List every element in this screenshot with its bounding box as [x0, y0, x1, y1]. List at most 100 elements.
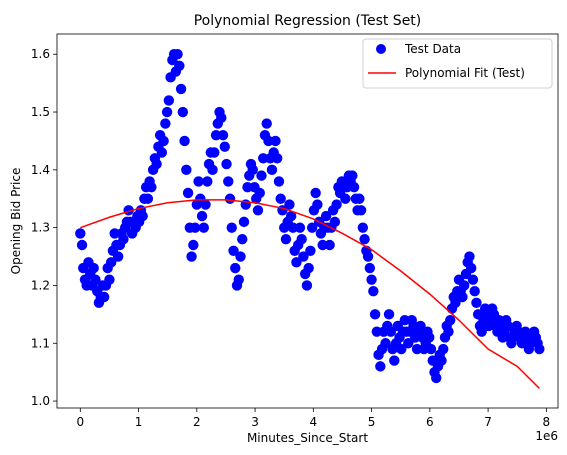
test-data-point	[233, 274, 244, 285]
test-data-point	[112, 251, 124, 262]
test-data-point	[105, 257, 117, 268]
test-data-point	[161, 106, 173, 118]
test-data-point	[303, 262, 314, 274]
test-data-point	[174, 60, 185, 71]
test-data-point	[396, 343, 407, 355]
test-data-point	[457, 291, 468, 303]
test-data-point	[275, 193, 286, 204]
test-data-point	[312, 199, 323, 210]
y-tick-label: 1.5	[31, 105, 50, 119]
test-data-point	[534, 343, 545, 355]
test-data-point	[223, 176, 234, 187]
test-data-point	[471, 297, 482, 308]
test-data-point	[306, 222, 318, 233]
test-data-point	[355, 205, 367, 216]
test-data-point	[156, 147, 168, 158]
test-data-point	[238, 216, 250, 228]
test-data-point	[160, 118, 171, 129]
test-data-point	[305, 245, 316, 256]
test-data-point	[354, 193, 365, 204]
test-data-point	[380, 338, 391, 349]
chart-title: Polynomial Regression (Test Set)	[194, 13, 422, 29]
test-data-point	[256, 170, 267, 181]
test-data-point	[459, 280, 470, 291]
test-data-point	[294, 222, 306, 233]
test-data-point	[296, 234, 307, 245]
test-data-point	[98, 291, 110, 303]
x-axis-offset-label: 1e6	[535, 429, 558, 443]
test-data-point	[221, 158, 232, 170]
test-data-point	[224, 193, 236, 204]
test-data-point	[230, 262, 241, 274]
legend-label-test-data: Test Data	[404, 42, 461, 56]
test-data-point	[76, 239, 88, 251]
y-tick-label: 1.3	[31, 221, 50, 235]
y-tick-label: 1.6	[31, 47, 50, 61]
test-data-point	[450, 297, 461, 308]
y-tick-label: 1.2	[31, 278, 50, 292]
test-data-point	[320, 210, 332, 222]
test-data-point	[284, 199, 295, 210]
test-data-point	[235, 251, 246, 262]
test-data-point	[443, 326, 454, 337]
x-tick-label: 3	[251, 415, 259, 429]
test-data-point	[445, 314, 456, 326]
test-data-point	[261, 118, 272, 129]
test-data-point	[466, 262, 477, 274]
test-data-point	[280, 234, 292, 245]
test-data-point	[175, 83, 187, 95]
plot-frame	[56, 33, 559, 409]
test-data-point	[209, 147, 220, 158]
test-data-point	[298, 251, 309, 262]
test-data-point	[425, 343, 437, 355]
test-data-point	[186, 251, 197, 262]
test-data-point	[181, 164, 192, 176]
test-data-point	[415, 320, 426, 332]
x-tick-label: 6	[426, 415, 434, 429]
test-data-point	[146, 181, 157, 193]
test-data-point	[252, 205, 264, 216]
test-data-point	[142, 193, 154, 204]
legend-label-polynomial-fit: Polynomial Fit (Test)	[405, 66, 525, 80]
test-data-point	[347, 170, 358, 181]
test-data-point	[520, 326, 531, 337]
x-tick-label: 5	[368, 415, 376, 429]
test-data-point	[237, 234, 248, 245]
test-data-point	[254, 187, 265, 199]
test-data-series	[75, 49, 545, 384]
y-tick-label: 1.0	[31, 394, 50, 408]
test-data-point	[340, 193, 351, 204]
test-data-point	[301, 280, 313, 291]
test-data-point	[366, 274, 377, 285]
test-data-point	[476, 326, 487, 337]
test-data-point	[90, 274, 101, 285]
test-data-point	[198, 222, 209, 233]
test-data-point	[502, 320, 514, 332]
test-data-point	[226, 222, 237, 233]
ticks-layer: 0 1 2 3 4 5 6 7 8 1.0 1.1 1.2 1.3 1.4 1.5 1.6	[31, 47, 550, 429]
test-data-point	[438, 343, 449, 355]
test-data-point	[75, 228, 86, 239]
test-data-point	[272, 153, 283, 164]
test-data-point	[104, 274, 115, 285]
legend: Test Data Polynomial Fit (Test)	[362, 38, 553, 89]
test-data-point	[200, 199, 211, 210]
test-data-point	[151, 158, 162, 170]
test-data-point	[273, 176, 285, 187]
legend-marker-test-data	[376, 44, 386, 54]
test-data-point	[193, 176, 204, 187]
test-data-point	[431, 372, 442, 384]
test-data-point	[464, 251, 475, 262]
y-tick-label: 1.1	[31, 336, 50, 350]
test-data-point	[172, 49, 183, 60]
test-data-point	[189, 222, 201, 233]
x-tick-label: 4	[310, 415, 318, 429]
polynomial-fit-line	[80, 199, 540, 389]
y-axis-label: Opening Bid Price	[9, 168, 23, 275]
test-data-point	[331, 199, 342, 210]
test-data-point	[329, 216, 341, 228]
test-data-point	[383, 309, 395, 320]
test-data-point	[202, 176, 213, 187]
test-data-point	[375, 361, 386, 372]
